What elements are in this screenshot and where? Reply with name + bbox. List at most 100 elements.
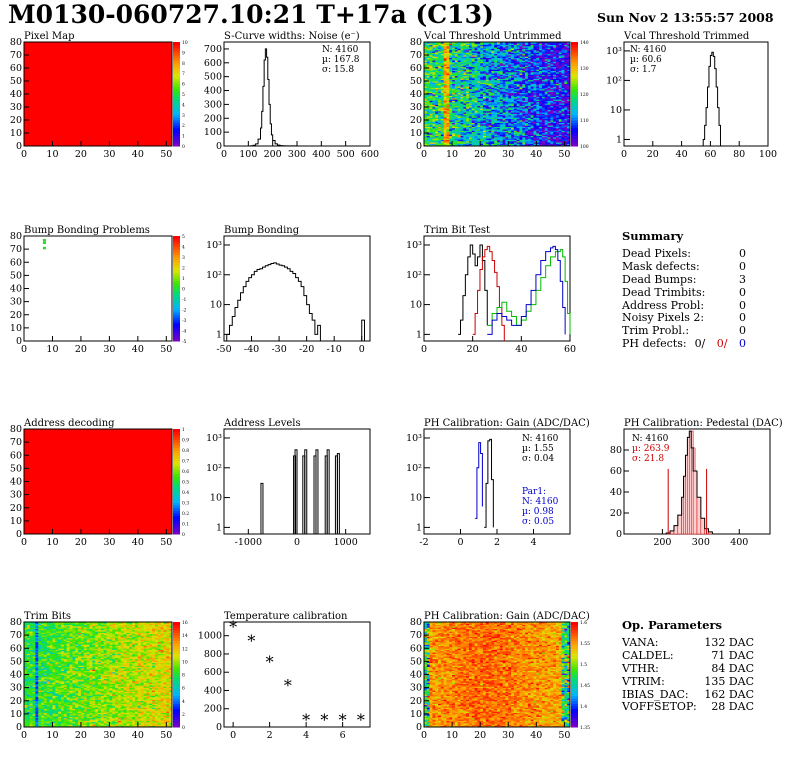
vcal-cell [485,123,489,126]
vcal-cell [511,68,515,70]
vcal-cell [494,109,498,112]
vcal-cell [491,109,495,112]
trim-bits-cell [35,719,39,721]
vcal-cell [449,53,453,56]
vcal-cell [555,101,560,104]
vcal-cell [544,58,548,61]
vcal-cell [508,68,512,70]
vcal-cell [457,117,461,120]
vcal-cell [471,74,475,77]
bump_problems-frame [23,235,173,342]
y-tick-label: 40 [10,477,22,488]
vcal-cell [553,123,557,126]
vcal-cell [547,140,551,143]
vcal-cell [508,69,512,71]
vcal-cell [443,109,447,112]
vcal-cell [519,134,523,136]
x-tick-label: 50 [558,149,570,160]
vcal-cell [511,45,515,48]
vcal-cell [440,121,445,123]
vcal-cell [435,125,439,127]
vcal-cell [525,143,529,146]
trim-bits-cell [41,720,45,723]
vcal-cell [471,107,475,109]
vcal-cell [466,51,470,53]
vcal-cell [454,62,459,65]
vcal-cell [522,84,526,87]
vcal-cell [449,127,453,130]
y-tick-label: 20 [10,115,22,126]
vcal-cell [438,92,442,95]
vcal-cell [426,49,431,52]
vcal-cell [502,77,506,79]
vcal-cell [522,77,526,79]
vcal-cell [477,78,481,81]
vcal-cell [525,100,529,103]
vcal-cell [452,143,456,146]
vcal-cell [477,97,481,100]
palette-cell [571,75,578,79]
vcal-cell [558,78,562,81]
vcal-cell [544,135,548,138]
vcal-cell [426,110,431,113]
vcal-cell [519,64,523,66]
vcal-cell [499,118,504,121]
palette-label: -1 [182,297,187,303]
stats-line: N: 4160 [632,434,669,444]
vcal-cell [485,135,489,138]
vcal-cell [539,64,543,66]
vcal-cell [544,100,548,103]
vcal-cell [513,44,518,47]
vcal-cell [432,107,436,109]
vcal-cell [547,112,551,114]
vcal-cell [477,57,481,60]
vcal-cell [525,108,529,110]
vcal-cell [561,62,565,65]
vcal-cell [508,77,512,79]
vcal-cell [533,56,537,58]
vcal-cell [443,114,447,117]
vcal-cell [452,108,456,110]
vcal-cell [429,65,433,68]
vcal-cell [497,42,501,44]
vcal-cell [446,130,450,133]
vcal-cell [561,112,565,114]
vcal-cell [477,104,481,107]
vcal-cell [438,81,442,83]
vcal-cell [558,108,562,110]
vcal-cell [446,113,450,116]
vcal-cell [477,64,481,66]
vcal-cell [527,138,532,140]
vcal-cell [511,130,515,133]
vcal-cell [516,68,520,70]
vcal-cell [468,109,473,112]
vcal-cell [435,52,439,55]
vcal-cell [558,69,562,71]
vcal-cell [525,66,529,69]
vcal-cell [429,45,433,48]
vcal-cell [525,71,529,74]
vcal-cell [502,142,506,144]
vcal-cell [488,78,492,81]
vcal-cell [536,101,540,104]
vcal-cell [502,117,506,120]
vcal-cell [424,64,428,66]
trim-bits-cell [86,719,90,721]
vcal-cell [454,42,459,44]
vcal-cell [429,95,433,97]
vcal-cell [471,66,475,69]
vcal-cell [480,125,484,127]
vcal-cell [432,51,436,53]
vcal-cell [505,97,509,100]
vcal-cell [508,71,512,74]
vcal-cell [547,57,551,60]
vcal-cell [499,97,504,100]
vcal-cell [452,69,456,71]
vcal-cell [440,117,445,120]
vcal-cell [466,110,470,113]
vcal-cell [505,120,509,122]
vcal-cell [449,142,453,144]
vcal-cell [527,95,532,97]
vcal-cell [536,82,540,84]
vcal-cell [474,120,478,122]
